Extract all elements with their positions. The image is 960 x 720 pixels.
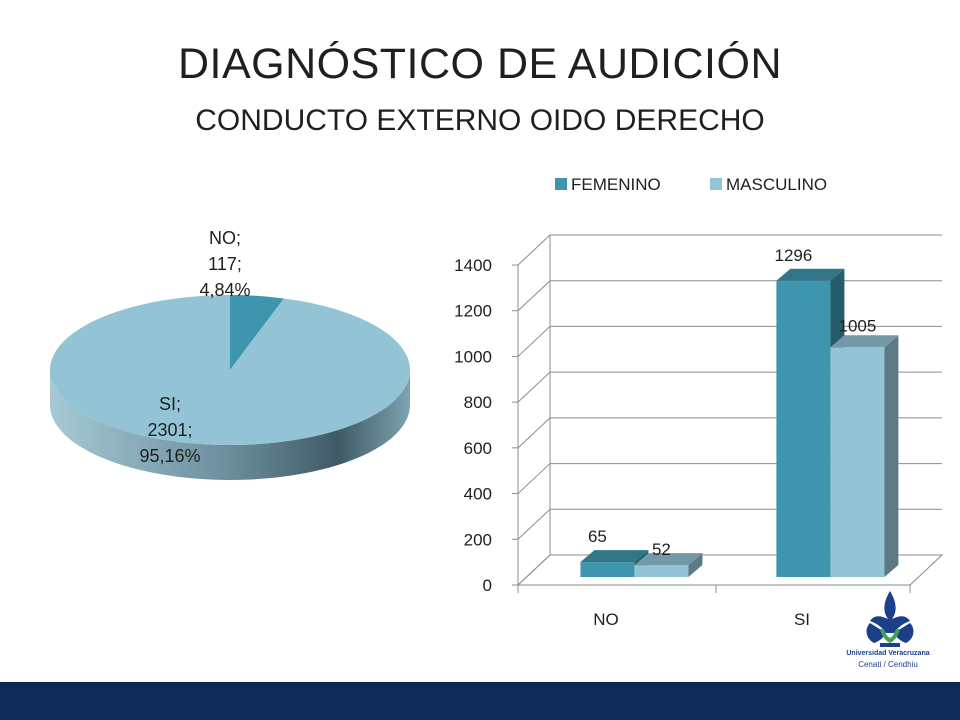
data-label-femenino-si: 1296 bbox=[774, 246, 812, 265]
bar-top bbox=[776, 268, 845, 281]
y-tick-label: 0 bbox=[483, 576, 492, 595]
bar-chart: 0 200 400 600 800 1000 1200 1400 65 52 NO 1296 1005 S… bbox=[454, 175, 944, 629]
footer-bar bbox=[0, 682, 960, 720]
y-tick-label: 400 bbox=[464, 485, 492, 504]
bar-front bbox=[634, 565, 689, 577]
slide-subtitle: CONDUCTO EXTERNO OIDO DERECHO bbox=[195, 104, 765, 137]
bar-front bbox=[580, 562, 635, 577]
data-label-masculino-no: 52 bbox=[652, 540, 671, 559]
y-tick-label: 200 bbox=[464, 530, 492, 549]
pie-chart: NO; 117; 4,84% SI; 2301; 95,16% bbox=[49, 228, 410, 480]
fleur-de-lis-icon bbox=[866, 591, 914, 647]
legend-swatch-masculino bbox=[710, 178, 722, 190]
legend-label-masculino: MASCULINO bbox=[726, 175, 827, 194]
y-tick-label: 1000 bbox=[454, 347, 492, 366]
legend-swatch-femenino bbox=[555, 178, 567, 190]
y-tick-label: 1400 bbox=[454, 256, 492, 275]
y-tick-label: 800 bbox=[464, 393, 492, 412]
pie-label-no: NO; 117; 4,84% bbox=[199, 228, 250, 300]
bar-top bbox=[580, 550, 649, 563]
x-category-label-no: NO bbox=[593, 610, 619, 629]
slide-title: DIAGNÓSTICO DE AUDICIÓN bbox=[177, 40, 782, 88]
x-category-label-si: SI bbox=[794, 610, 810, 629]
bar-side bbox=[884, 335, 899, 577]
university-logo bbox=[866, 591, 914, 647]
y-tick-label: 600 bbox=[464, 439, 492, 458]
bar-side bbox=[688, 553, 703, 577]
bar-top bbox=[830, 335, 899, 348]
data-label-masculino-si: 1005 bbox=[838, 316, 876, 335]
bar-masculino-si bbox=[830, 335, 899, 577]
legend-label-femenino: FEMENINO bbox=[571, 175, 661, 194]
bar-front bbox=[776, 280, 831, 577]
data-label-femenino-no: 65 bbox=[588, 527, 607, 546]
pie-slice-no bbox=[230, 295, 284, 370]
pie-side-wall bbox=[50, 370, 410, 480]
y-tick-label: 1200 bbox=[454, 302, 492, 321]
pie-label-si: SI; 2301; 95,16% bbox=[139, 394, 200, 466]
bar-top bbox=[634, 553, 703, 566]
pie-slice-si bbox=[49, 295, 410, 445]
bar-front bbox=[830, 347, 885, 577]
logo-unit-name: Cenati / Cendhiu bbox=[858, 660, 918, 669]
bar-masculino-no bbox=[634, 553, 703, 577]
logo-university-name: Universidad Veracruzana bbox=[846, 650, 930, 657]
